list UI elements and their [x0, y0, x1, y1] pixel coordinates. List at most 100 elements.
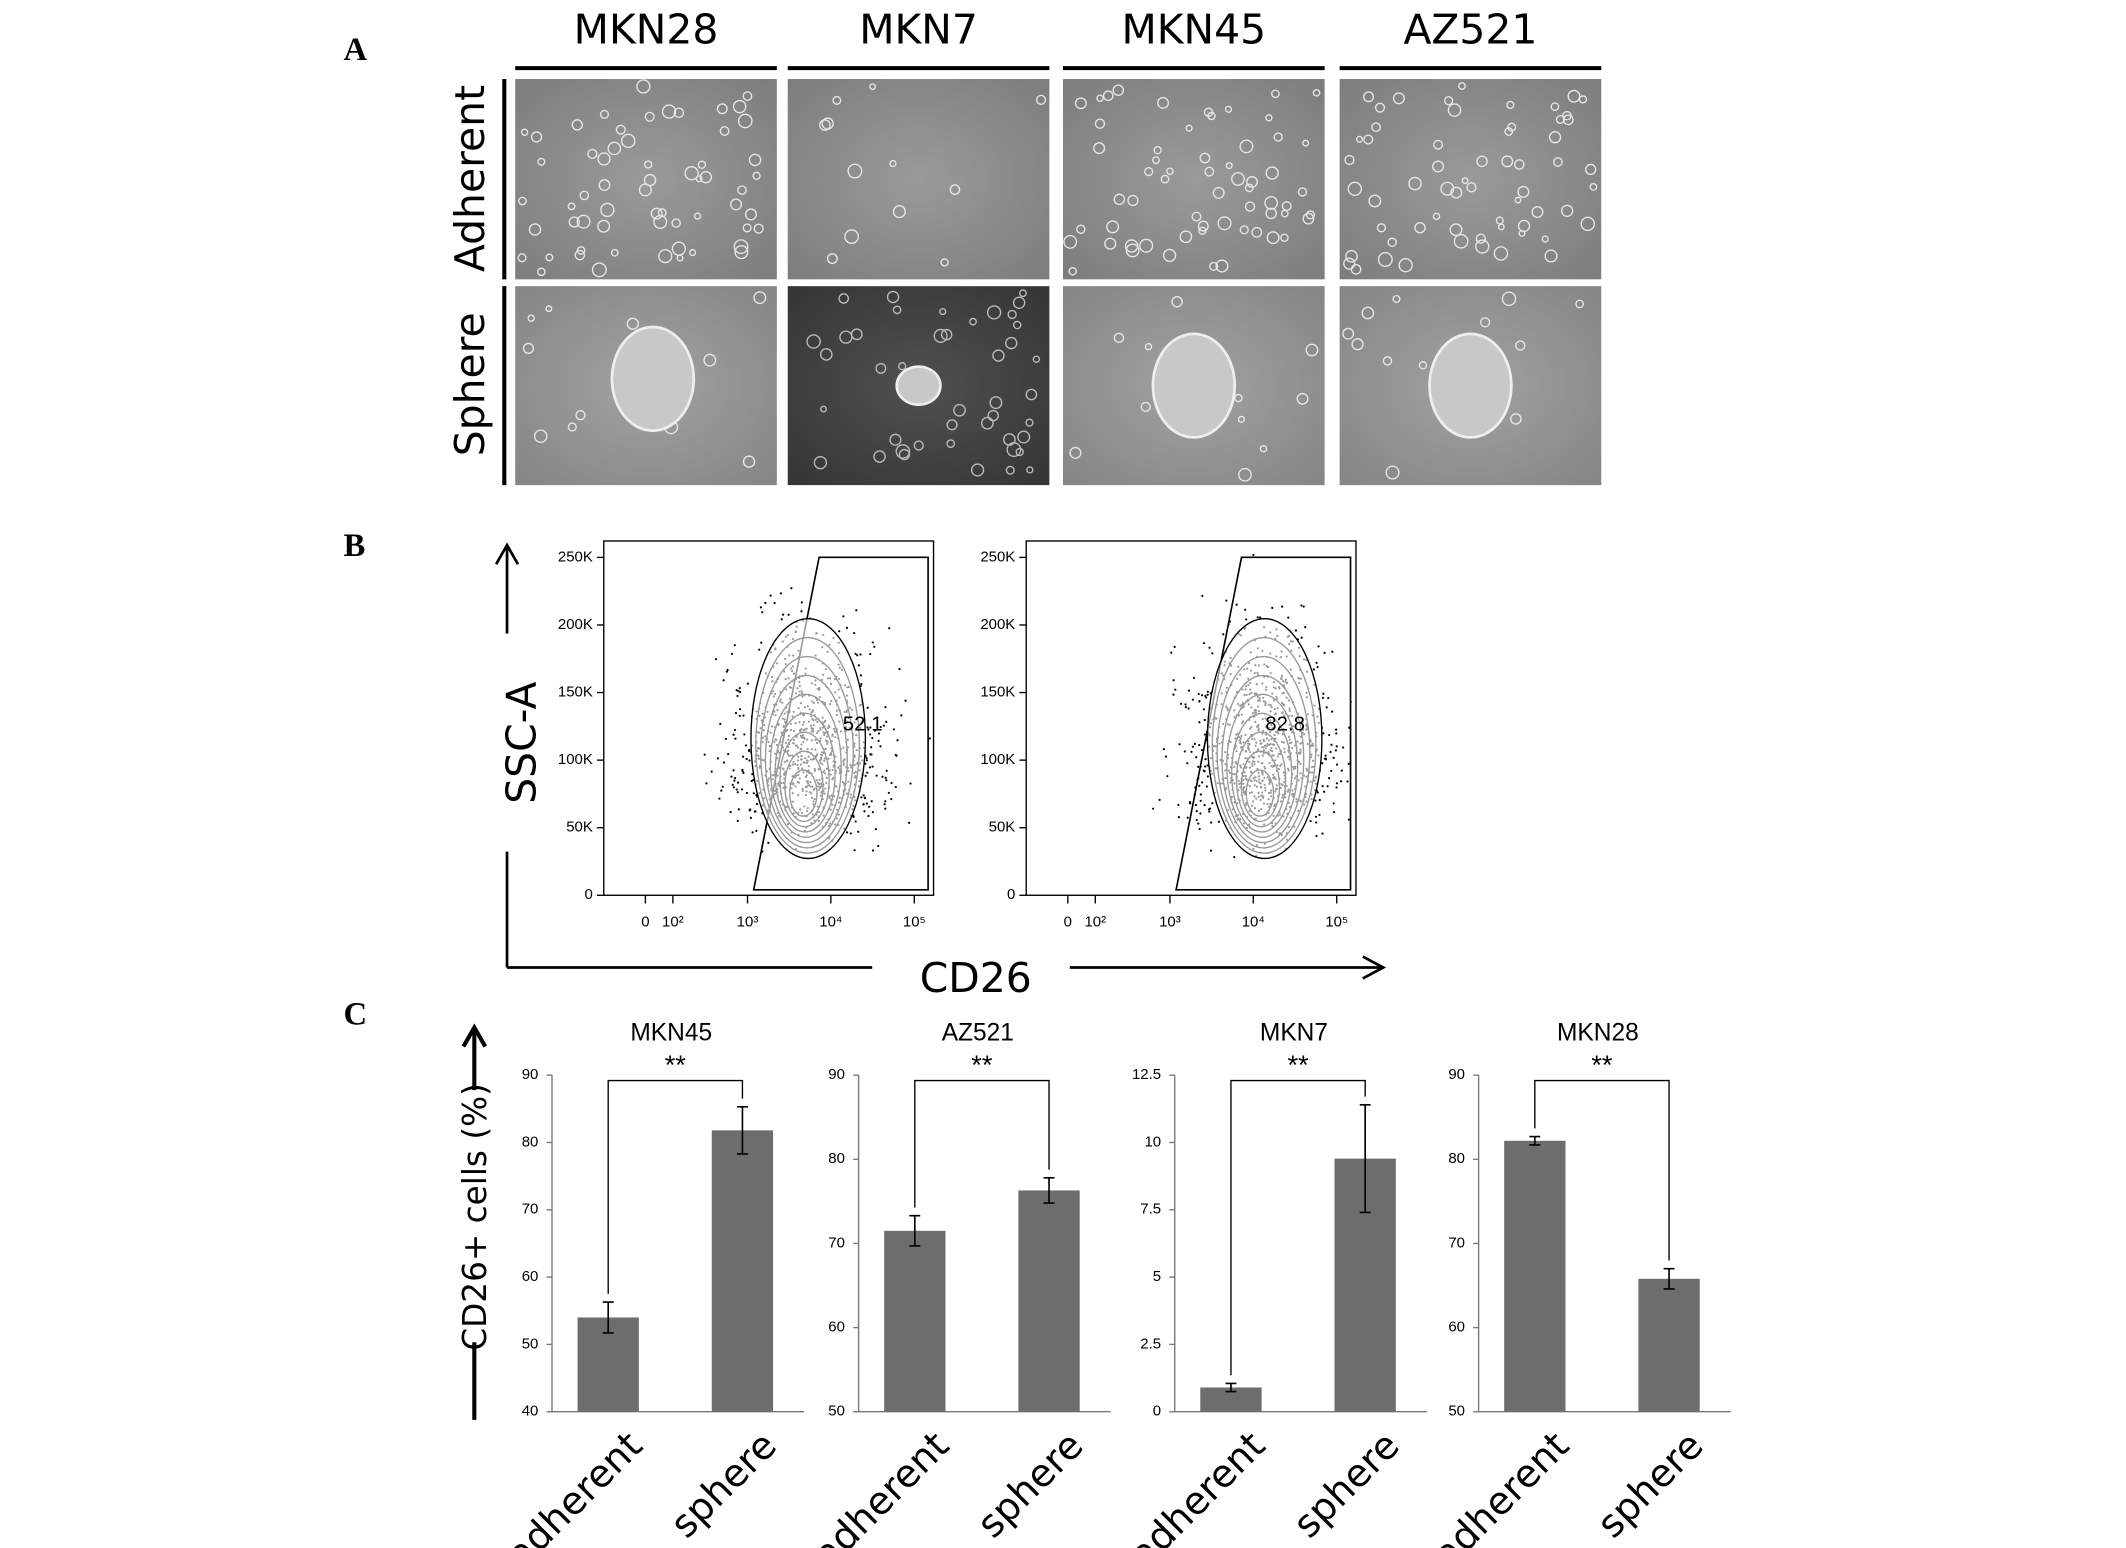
event-dot [1314, 815, 1318, 818]
cell [1575, 299, 1585, 309]
significance-label: ** [971, 1049, 993, 1080]
cell [742, 91, 753, 101]
cell [1312, 89, 1321, 97]
cell [1139, 238, 1154, 253]
cell [1191, 211, 1202, 222]
cell [567, 202, 576, 211]
event-dot [1151, 807, 1155, 810]
cell [1432, 160, 1445, 173]
event-dot [1201, 781, 1204, 784]
cell [1207, 111, 1216, 121]
cell [1280, 233, 1289, 242]
event-dot [1204, 765, 1207, 768]
event-dot [1195, 756, 1198, 759]
event-dot [1228, 620, 1232, 623]
event-dot [1199, 793, 1202, 796]
cell [818, 119, 831, 131]
event-dot [863, 796, 866, 799]
event-dot [714, 657, 718, 661]
y-tick-label: 0 [1007, 886, 1015, 903]
micrograph [1063, 79, 1325, 280]
event-dot [716, 757, 720, 760]
cell [1015, 447, 1024, 457]
y-tick-label: 50 [828, 1403, 845, 1420]
cell [1244, 183, 1254, 193]
event-dot [1179, 702, 1183, 705]
cell [1385, 465, 1400, 480]
event-dot [1199, 812, 1202, 815]
event-dot [740, 788, 744, 791]
cell [1265, 207, 1277, 220]
cell [875, 362, 887, 374]
cell [1450, 186, 1463, 199]
cell [518, 196, 527, 206]
bar [1638, 1278, 1700, 1412]
y-tick-label: 60 [828, 1319, 845, 1336]
event-dot [738, 714, 741, 717]
event-dot [860, 682, 863, 686]
y-tick-label: 80 [1448, 1150, 1465, 1167]
event-dot [1197, 765, 1200, 768]
cell [1355, 135, 1364, 143]
event-dot [1252, 553, 1255, 557]
event-dot [1164, 755, 1168, 758]
event-dot [710, 770, 713, 773]
arrow-head [461, 1023, 488, 1048]
cell [699, 170, 713, 184]
x-tick-label: adherent [804, 1423, 957, 1548]
cell [598, 179, 611, 192]
event-dot [1194, 786, 1197, 789]
cell [980, 416, 994, 430]
event-dot [904, 699, 907, 702]
cell [1231, 171, 1245, 186]
event-dot [1188, 800, 1192, 804]
event-dot [735, 689, 738, 692]
cell [986, 305, 1002, 320]
event-dot [1347, 762, 1350, 765]
cell [587, 148, 598, 160]
event-dot [867, 814, 870, 818]
event-dot [862, 794, 865, 797]
cell [970, 463, 985, 477]
event-dot [744, 744, 748, 747]
cell [940, 328, 953, 341]
event-dot [896, 739, 899, 742]
cell [693, 212, 702, 220]
y-tick-label: 100K [558, 751, 593, 768]
significance-label: ** [1287, 1049, 1309, 1080]
error-bar [1663, 1267, 1675, 1290]
event-dot [877, 732, 881, 735]
event-dot [1312, 668, 1315, 671]
y-tick-label: 250K [558, 548, 593, 565]
event-dot [1331, 650, 1334, 653]
event-dot [1186, 762, 1189, 765]
cell [1305, 343, 1319, 357]
cell [658, 248, 673, 264]
event-dot [873, 645, 876, 648]
cell [1517, 219, 1531, 233]
cell [695, 175, 703, 183]
error-bar [1225, 1382, 1237, 1393]
cell [1157, 96, 1170, 109]
cell [989, 396, 1003, 410]
event-dot [737, 808, 740, 811]
event-dot [1317, 645, 1320, 648]
x-tick-label: sphere [1285, 1423, 1408, 1546]
cell [940, 258, 949, 267]
cell [1418, 361, 1428, 370]
cell [1212, 186, 1225, 199]
x-tick-label: 10² [1084, 913, 1106, 930]
cell [1506, 100, 1515, 110]
event-dot [1244, 608, 1247, 611]
event-dot [1318, 813, 1321, 816]
event-dot [751, 831, 754, 834]
event-dot [1225, 599, 1228, 602]
event-dot [1172, 693, 1175, 696]
event-dot [1208, 810, 1211, 813]
chart-title: MKN45 [630, 1020, 712, 1047]
event-dot [1333, 811, 1336, 814]
event-dot [871, 765, 874, 768]
cell [1377, 252, 1393, 268]
cell [1433, 139, 1444, 150]
event-dot [736, 781, 740, 784]
